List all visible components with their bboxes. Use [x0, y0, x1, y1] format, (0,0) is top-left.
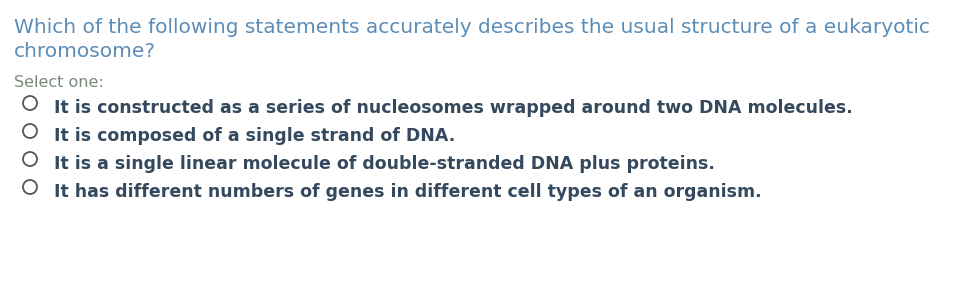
- Text: It is a single linear molecule of double-stranded DNA plus proteins.: It is a single linear molecule of double…: [54, 155, 714, 173]
- Text: Which of the following statements accurately describes the usual structure of a : Which of the following statements accura…: [14, 18, 930, 37]
- Text: It has different numbers of genes in different cell types of an organism.: It has different numbers of genes in dif…: [54, 183, 761, 201]
- Text: Select one:: Select one:: [14, 75, 103, 90]
- Text: It is composed of a single strand of DNA.: It is composed of a single strand of DNA…: [54, 127, 455, 145]
- Text: It is constructed as a series of nucleosomes wrapped around two DNA molecules.: It is constructed as a series of nucleos…: [54, 99, 853, 117]
- Text: chromosome?: chromosome?: [14, 42, 156, 61]
